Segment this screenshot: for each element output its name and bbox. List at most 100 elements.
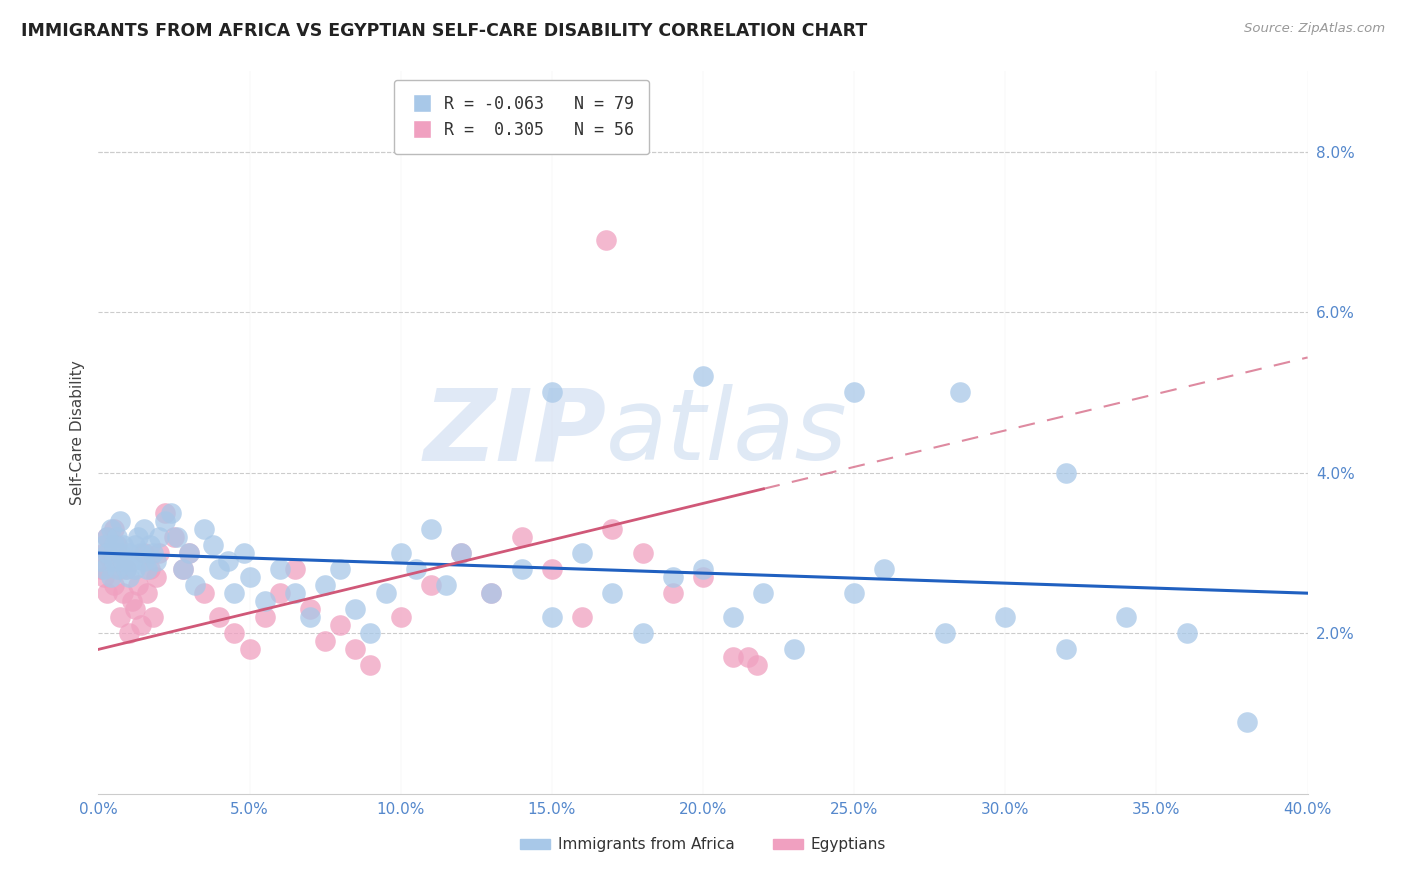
Point — [344, 602, 367, 616]
Point — [184, 578, 207, 592]
Point — [145, 570, 167, 584]
Point — [752, 586, 775, 600]
Point — [360, 626, 382, 640]
Point — [103, 578, 125, 592]
Point — [239, 570, 262, 584]
Point — [135, 586, 157, 600]
Point — [844, 586, 866, 600]
Point — [193, 586, 215, 600]
Point — [93, 546, 115, 560]
Point — [329, 562, 352, 576]
Point — [166, 530, 188, 544]
Point — [96, 546, 118, 560]
Point — [111, 538, 134, 552]
Point — [595, 233, 617, 247]
Point — [127, 578, 149, 592]
Point — [103, 554, 125, 568]
Point — [344, 642, 367, 657]
Point — [100, 522, 122, 536]
Point — [111, 586, 134, 600]
Point — [135, 562, 157, 576]
Point — [96, 530, 118, 544]
Point — [420, 578, 443, 592]
Point — [284, 562, 307, 576]
Point — [179, 546, 201, 560]
Point — [208, 562, 231, 576]
Point — [360, 658, 382, 673]
Point — [105, 538, 128, 552]
Point — [100, 570, 122, 584]
Point — [314, 634, 336, 648]
Point — [329, 618, 352, 632]
Point — [405, 562, 427, 576]
Point — [783, 642, 806, 657]
Point — [661, 586, 683, 600]
Point — [723, 650, 745, 665]
Point — [571, 610, 593, 624]
Point — [114, 562, 136, 576]
Point — [994, 610, 1017, 624]
Point — [96, 586, 118, 600]
Point — [132, 522, 155, 536]
Point — [481, 586, 503, 600]
Point — [114, 562, 136, 576]
Point — [540, 385, 562, 400]
Point — [389, 546, 412, 560]
Point — [118, 626, 141, 640]
Point — [420, 522, 443, 536]
Point — [1236, 714, 1258, 729]
Point — [692, 570, 714, 584]
Point — [179, 546, 201, 560]
Point — [127, 530, 149, 544]
Point — [93, 562, 115, 576]
Point — [540, 610, 562, 624]
Point — [139, 562, 162, 576]
Point — [949, 385, 972, 400]
Point — [374, 586, 396, 600]
Point — [118, 546, 141, 560]
Point — [103, 538, 125, 552]
Point — [631, 626, 654, 640]
Point — [692, 369, 714, 384]
Point — [692, 562, 714, 576]
Point — [93, 538, 115, 552]
Point — [124, 602, 146, 616]
Point — [631, 546, 654, 560]
Point — [269, 562, 291, 576]
Point — [217, 554, 239, 568]
Point — [540, 562, 562, 576]
Point — [314, 578, 336, 592]
Point — [232, 546, 254, 560]
Point — [148, 546, 170, 560]
Y-axis label: Self-Care Disability: Self-Care Disability — [69, 360, 84, 505]
Text: atlas: atlas — [606, 384, 848, 481]
Point — [602, 522, 624, 536]
Point — [1054, 466, 1077, 480]
Point — [172, 562, 194, 576]
Point — [90, 554, 112, 568]
Point — [108, 610, 131, 624]
Point — [160, 506, 183, 520]
Text: Source: ZipAtlas.com: Source: ZipAtlas.com — [1244, 22, 1385, 36]
Point — [153, 506, 176, 520]
Point — [224, 626, 246, 640]
Point — [208, 610, 231, 624]
Point — [153, 514, 176, 528]
Point — [193, 522, 215, 536]
Point — [450, 546, 472, 560]
Point — [124, 538, 146, 552]
Point — [108, 562, 131, 576]
Point — [145, 554, 167, 568]
Point — [723, 610, 745, 624]
Point — [118, 570, 141, 584]
Point — [510, 562, 533, 576]
Point — [121, 554, 143, 568]
Point — [239, 642, 262, 657]
Point — [224, 586, 246, 600]
Point — [481, 586, 503, 600]
Point — [389, 610, 412, 624]
Point — [100, 554, 122, 568]
Point — [105, 562, 128, 576]
Point — [844, 385, 866, 400]
Point — [299, 602, 322, 616]
